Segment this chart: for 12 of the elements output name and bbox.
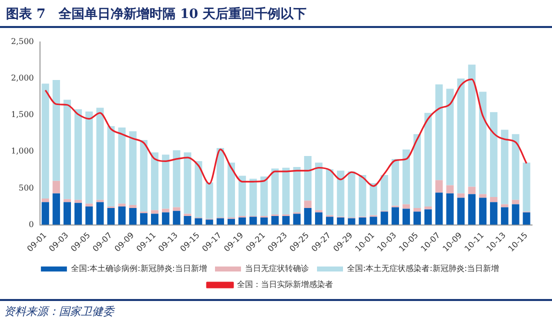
y-tick-label: 1,000: [10, 146, 34, 156]
legend-label: 全国：当日实际新增感染者: [237, 280, 333, 290]
y-tick-label: 1,500: [10, 110, 34, 120]
y-tick-label: 2,000: [10, 74, 34, 83]
y-tick-label: 500: [18, 183, 34, 192]
y-tick-label: 0: [28, 220, 34, 229]
legend-label: 全国:本土无症状感染者:新冠肺炎:当日新增: [347, 264, 500, 274]
y-tick-label: 2,500: [10, 37, 34, 46]
chart-title: 图表 7 全国单日净新增时隔 10 天后重回千例以下: [0, 4, 552, 28]
legend-label: 全国:本土确诊病例:新冠肺炎:当日新增: [70, 264, 208, 274]
legend-label: 当日无症状转确诊: [245, 264, 309, 274]
text: 资料来源：国家卫健委: [0, 299, 552, 323]
